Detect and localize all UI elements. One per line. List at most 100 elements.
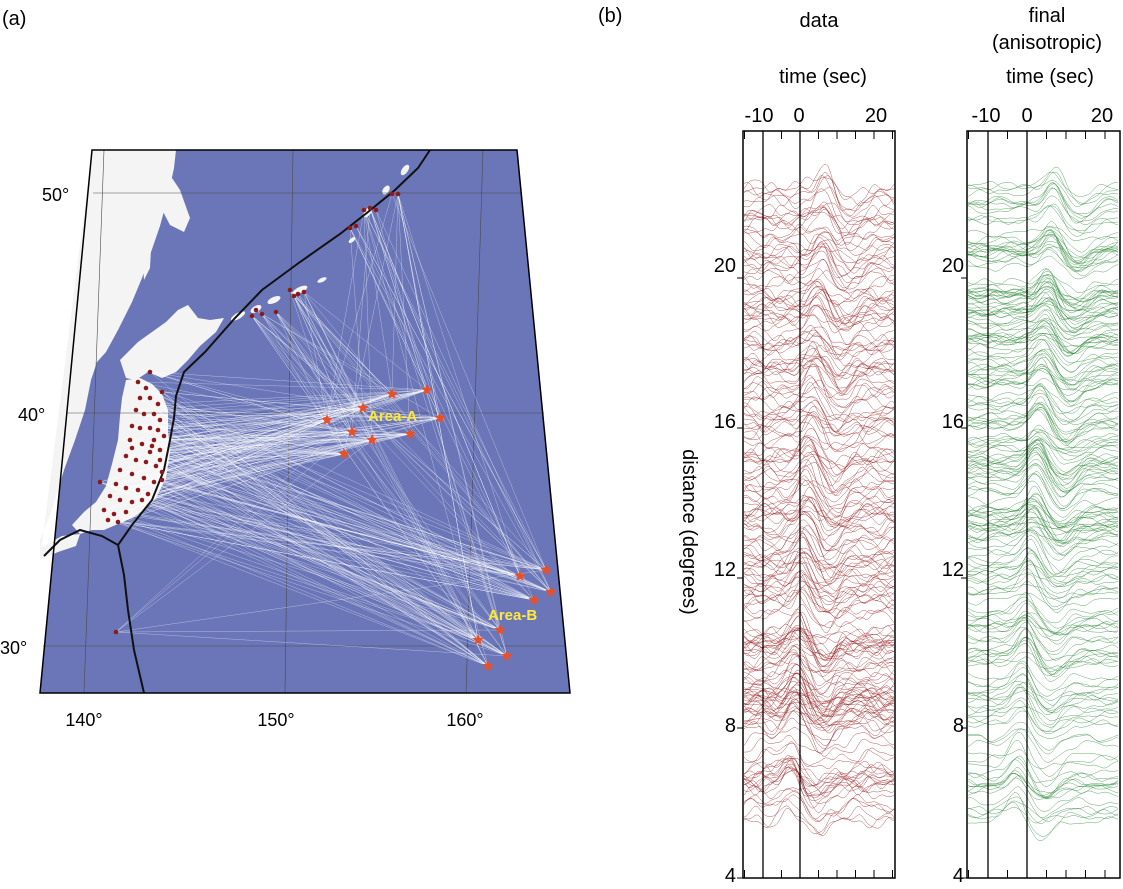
seismogram-trace bbox=[743, 455, 895, 496]
seismogram-trace bbox=[967, 710, 1119, 732]
ray-path bbox=[115, 417, 441, 485]
seismogram-trace bbox=[743, 459, 895, 503]
ray-path bbox=[103, 509, 489, 667]
x-tick-label: -10 bbox=[972, 105, 1001, 127]
ray-path bbox=[149, 371, 373, 441]
seismogram-trace bbox=[967, 686, 1119, 714]
seismogram-trace bbox=[744, 334, 895, 360]
station-marker bbox=[151, 411, 157, 417]
ray-path bbox=[275, 311, 411, 435]
ray-path bbox=[397, 193, 508, 657]
seismogram-trace bbox=[967, 463, 1119, 498]
station-marker bbox=[123, 485, 129, 491]
seismogram-trace bbox=[967, 454, 1119, 498]
seismogram-trace bbox=[743, 304, 895, 346]
ray-path bbox=[303, 291, 489, 667]
seismogram-trace bbox=[743, 353, 895, 381]
event-star bbox=[514, 570, 526, 581]
seismogram-trace bbox=[743, 630, 895, 659]
ray-path bbox=[161, 479, 508, 657]
station-marker bbox=[259, 311, 265, 317]
ray-path bbox=[289, 289, 552, 593]
axis-ticks bbox=[961, 131, 1106, 879]
seismogram-trace bbox=[967, 796, 1119, 824]
station-marker bbox=[161, 433, 167, 439]
seismogram-trace bbox=[967, 246, 1118, 264]
seismogram-trace bbox=[743, 164, 894, 211]
seismogram-trace bbox=[743, 416, 895, 453]
y-axis-label: distance (degrees) bbox=[678, 449, 700, 615]
seismogram-trace bbox=[743, 557, 895, 577]
station-marker bbox=[147, 449, 153, 455]
ray-path bbox=[289, 289, 547, 571]
seismogram-trace bbox=[743, 628, 895, 660]
seismogram-trace bbox=[743, 176, 894, 201]
seismogram-trace bbox=[967, 444, 1119, 489]
seismogram-trace bbox=[743, 286, 895, 322]
ray-path bbox=[157, 403, 552, 593]
seismogram-trace bbox=[967, 700, 1119, 735]
seismogram-trace bbox=[743, 345, 895, 377]
seismogram-trace bbox=[967, 318, 1119, 333]
seismogram-trace bbox=[967, 393, 1119, 414]
station-marker bbox=[353, 223, 359, 229]
ray-path bbox=[363, 209, 373, 441]
seismogram-trace bbox=[743, 689, 895, 717]
ray-path bbox=[145, 387, 535, 601]
seismogram-trace bbox=[967, 205, 1119, 232]
seismogram-trace bbox=[743, 175, 895, 218]
seismogram-trace bbox=[743, 339, 895, 356]
y-tick-label: 16 bbox=[714, 411, 736, 433]
seismogram-trace bbox=[967, 507, 1119, 545]
seismogram-trace bbox=[967, 203, 1119, 234]
seismogram-trace bbox=[743, 295, 895, 328]
seismogram-trace bbox=[743, 533, 895, 570]
seismogram-trace bbox=[743, 697, 895, 731]
seismogram-trace bbox=[743, 623, 895, 645]
seismogram-trace bbox=[743, 624, 895, 667]
station-marker bbox=[153, 463, 159, 469]
y-tick-label: 20 bbox=[714, 255, 736, 277]
event-star bbox=[338, 448, 350, 459]
seismogram-trace bbox=[967, 612, 1119, 634]
ray-path bbox=[275, 311, 501, 631]
seismogram-trace bbox=[743, 664, 895, 690]
ray-path bbox=[135, 389, 428, 411]
seismogram-trace bbox=[967, 739, 1119, 787]
ray-path bbox=[151, 445, 489, 667]
seismogram-trace bbox=[967, 389, 1119, 423]
ray-path bbox=[149, 371, 428, 391]
station-marker bbox=[105, 517, 111, 523]
seismogram-trace bbox=[743, 663, 895, 704]
seismogram-trace bbox=[967, 437, 1119, 465]
seismogram-trace bbox=[743, 478, 895, 528]
seismogram-trace bbox=[743, 575, 895, 593]
seismogram-trace bbox=[967, 572, 1119, 587]
seismogram-trace bbox=[743, 281, 895, 305]
seismogram-trace bbox=[967, 616, 1119, 642]
event-star bbox=[386, 388, 398, 399]
ray-path bbox=[157, 429, 345, 455]
x-tick-label: 20 bbox=[865, 105, 887, 127]
seismogram-trace bbox=[743, 509, 895, 529]
station-marker bbox=[155, 427, 161, 433]
seismogram-trace bbox=[743, 767, 895, 802]
ray-path bbox=[293, 295, 489, 667]
seismogram-trace bbox=[967, 369, 1119, 386]
ray-path bbox=[149, 389, 428, 453]
seismogram-trace bbox=[967, 364, 1119, 406]
station-marker bbox=[147, 425, 153, 431]
seismogram-trace bbox=[743, 510, 895, 551]
seismogram-trace bbox=[743, 677, 895, 722]
station-marker bbox=[143, 385, 149, 391]
panel-a-label: (a) bbox=[2, 8, 26, 30]
ray-path bbox=[251, 315, 373, 441]
station-marker bbox=[157, 417, 163, 423]
seismogram-trace bbox=[967, 407, 1119, 446]
ray-path bbox=[115, 483, 489, 667]
seismogram-trace bbox=[743, 710, 895, 729]
seismogram-trace bbox=[743, 259, 895, 292]
station-marker bbox=[147, 369, 153, 375]
y-tick-label: 16 bbox=[942, 411, 964, 433]
seismogram-trace bbox=[743, 693, 895, 726]
